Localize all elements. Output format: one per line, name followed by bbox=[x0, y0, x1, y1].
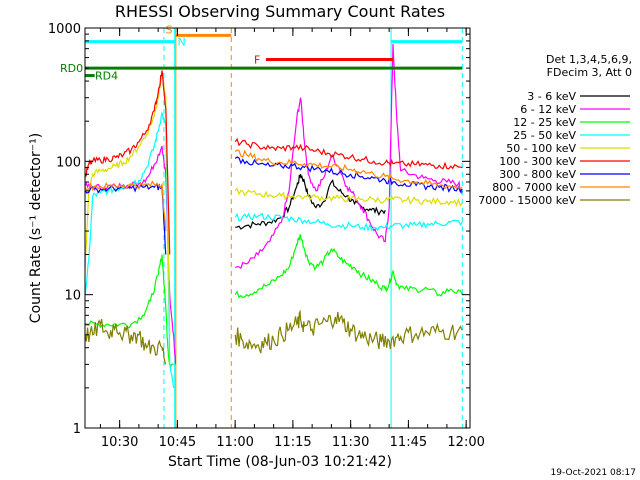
legend-header: FDecim 3, Att 0 bbox=[547, 66, 632, 79]
y-tick-label: 10 bbox=[64, 289, 81, 304]
flag-label: RD4 bbox=[95, 70, 118, 83]
legend-label: 7000 - 15000 keV bbox=[478, 194, 576, 207]
series-line bbox=[235, 174, 386, 230]
x-axis-label: Start Time (08-Jun-03 10:21:42) bbox=[168, 454, 392, 470]
series-line bbox=[84, 234, 463, 370]
y-axis-label: Count Rate (s⁻¹ detector⁻¹) bbox=[28, 133, 44, 323]
series-line bbox=[84, 43, 463, 365]
plot-area: SN F RD0 RD4 bbox=[60, 23, 463, 428]
x-tick-label: 11:15 bbox=[274, 435, 311, 450]
legend: Det 1,3,4,5,6,9,FDecim 3, Att 0 3 - 6 keV… bbox=[478, 53, 632, 207]
legend-label: 12 - 25 keV bbox=[513, 116, 576, 129]
legend-label: 25 - 50 keV bbox=[513, 129, 576, 142]
series-line bbox=[84, 309, 463, 365]
x-tick-label: 10:30 bbox=[101, 435, 138, 450]
x-tick-label: 10:45 bbox=[159, 435, 196, 450]
flag-label: F bbox=[254, 54, 260, 67]
legend-header: Det 1,3,4,5,6,9, bbox=[546, 53, 632, 66]
footer-timestamp: 19-Oct-2021 08:17 bbox=[551, 468, 636, 478]
x-tick-label: 12:00 bbox=[447, 435, 484, 450]
flag-label: RD0 bbox=[60, 62, 83, 75]
legend-label: 300 - 800 keV bbox=[499, 168, 576, 181]
series-line bbox=[84, 72, 463, 335]
y-tick-label: 1 bbox=[73, 422, 81, 437]
legend-label: 50 - 100 keV bbox=[506, 142, 576, 155]
x-tick-label: 11:00 bbox=[216, 435, 253, 450]
y-tick-label: 1000 bbox=[48, 22, 81, 37]
legend-label: 100 - 300 keV bbox=[499, 155, 576, 168]
chart-title: RHESSI Observing Summary Count Rates bbox=[115, 2, 445, 21]
series-line bbox=[84, 149, 463, 232]
plot-frame bbox=[84, 27, 471, 429]
series-line bbox=[84, 111, 463, 388]
legend-label: 3 - 6 keV bbox=[527, 90, 576, 103]
series-line bbox=[84, 70, 463, 255]
legend-label: 6 - 12 keV bbox=[520, 103, 576, 116]
flag-label: N bbox=[177, 36, 185, 49]
y-tick-label: 100 bbox=[56, 155, 81, 170]
axes: 1 10 100 1000 10:30 10:45 11:00 11:15 11:30 11:45… bbox=[48, 22, 485, 450]
x-tick-label: 11:45 bbox=[390, 435, 427, 450]
flag-label: S bbox=[165, 23, 172, 36]
legend-label: 800 - 7000 keV bbox=[492, 181, 576, 194]
x-tick-label: 11:30 bbox=[332, 435, 369, 450]
